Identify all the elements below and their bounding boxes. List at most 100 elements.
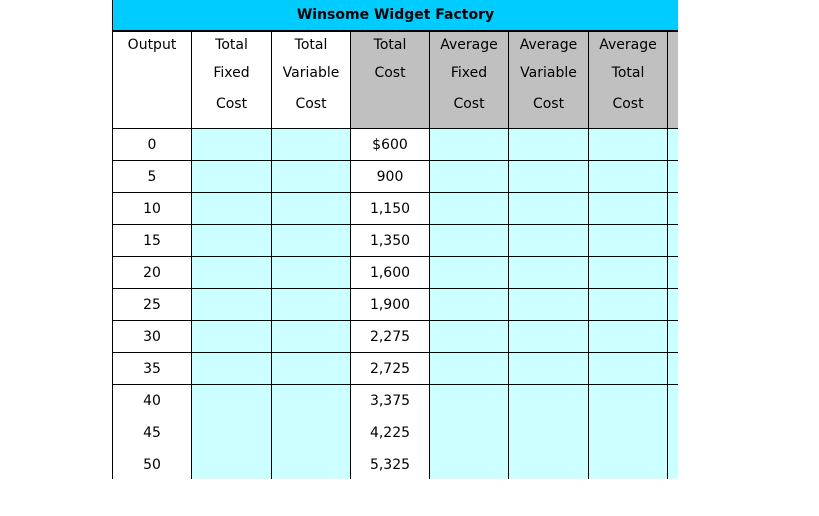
total-variable-cost-cell[interactable] [271,192,351,225]
average-variable-cost-cell[interactable] [508,416,589,449]
average-total-cost-cell[interactable] [588,160,668,193]
average-variable-cost-cell[interactable] [508,448,589,479]
total-cost-cell[interactable]: 3,375 [350,384,430,417]
total-variable-cost-cell[interactable] [271,320,351,353]
average-fixed-cost-cell[interactable] [429,320,509,353]
total-variable-cost-cell[interactable] [271,384,351,417]
total-cost-cell[interactable]: 4,225 [350,416,430,449]
average-fixed-cost-cell[interactable] [429,192,509,225]
partial-column-cell[interactable] [667,320,678,353]
total-cost-cell[interactable]: 2,725 [350,352,430,385]
total-fixed-cost-cell[interactable] [191,256,272,289]
average-variable-cost-cell[interactable] [508,352,589,385]
total-cost-cell[interactable]: $600 [350,128,430,161]
cost-table: Output Total Fixed Cost Total Variable C… [112,31,678,479]
total-fixed-cost-cell[interactable] [191,224,272,257]
header-average-variable-cost: Average Variable Cost [508,31,589,129]
average-variable-cost-cell[interactable] [508,128,589,161]
average-fixed-cost-cell[interactable] [429,384,509,417]
table-row: 10 1,150 [112,192,678,225]
sheet-title: Winsome Widget Factory [112,0,678,31]
partial-column-cell[interactable] [667,192,678,225]
total-fixed-cost-cell[interactable] [191,320,272,353]
output-cell[interactable]: 15 [112,224,192,257]
partial-column-cell[interactable] [667,160,678,193]
average-fixed-cost-cell[interactable] [429,448,509,479]
partial-column-cell[interactable] [667,416,678,449]
total-variable-cost-cell[interactable] [271,352,351,385]
output-cell[interactable]: 10 [112,192,192,225]
average-variable-cost-cell[interactable] [508,160,589,193]
output-cell[interactable]: 20 [112,256,192,289]
average-variable-cost-cell[interactable] [508,256,589,289]
total-fixed-cost-cell[interactable] [191,128,272,161]
average-total-cost-cell[interactable] [588,256,668,289]
partial-column-cell[interactable] [667,256,678,289]
partial-column-cell[interactable] [667,384,678,417]
average-variable-cost-cell[interactable] [508,288,589,321]
average-fixed-cost-cell[interactable] [429,224,509,257]
output-cell[interactable]: 35 [112,352,192,385]
output-cell[interactable]: 25 [112,288,192,321]
total-cost-cell[interactable]: 1,150 [350,192,430,225]
partial-column-cell[interactable] [667,128,678,161]
average-variable-cost-cell[interactable] [508,224,589,257]
table-row: 5 900 [112,160,678,193]
total-fixed-cost-cell[interactable] [191,416,272,449]
average-total-cost-cell[interactable] [588,384,668,417]
average-total-cost-cell[interactable] [588,288,668,321]
total-variable-cost-cell[interactable] [271,288,351,321]
average-total-cost-cell[interactable] [588,448,668,479]
average-fixed-cost-cell[interactable] [429,256,509,289]
total-cost-cell[interactable]: 5,325 [350,448,430,479]
average-fixed-cost-cell[interactable] [429,160,509,193]
total-fixed-cost-cell[interactable] [191,384,272,417]
header-total-variable-cost: Total Variable Cost [271,31,351,129]
total-cost-cell[interactable]: 900 [350,160,430,193]
partial-column-cell[interactable] [667,448,678,479]
total-cost-cell[interactable]: 2,275 [350,320,430,353]
average-total-cost-cell[interactable] [588,128,668,161]
average-total-cost-cell[interactable] [588,416,668,449]
header-output: Output [112,31,192,129]
table-row: 15 1,350 [112,224,678,257]
average-variable-cost-cell[interactable] [508,192,589,225]
output-cell[interactable]: 5 [112,160,192,193]
total-variable-cost-cell[interactable] [271,448,351,479]
partial-column-cell[interactable] [667,288,678,321]
total-variable-cost-cell[interactable] [271,128,351,161]
header-average-fixed-cost: Average Fixed Cost [429,31,509,129]
average-total-cost-cell[interactable] [588,320,668,353]
total-variable-cost-cell[interactable] [271,160,351,193]
average-fixed-cost-cell[interactable] [429,352,509,385]
total-cost-cell[interactable]: 1,600 [350,256,430,289]
average-variable-cost-cell[interactable] [508,320,589,353]
average-total-cost-cell[interactable] [588,352,668,385]
total-fixed-cost-cell[interactable] [191,288,272,321]
table-row: 45 4,225 [112,416,678,449]
output-cell[interactable]: 0 [112,128,192,161]
total-cost-cell[interactable]: 1,900 [350,288,430,321]
table-row: 20 1,600 [112,256,678,289]
total-fixed-cost-cell[interactable] [191,160,272,193]
partial-column-cell[interactable] [667,224,678,257]
total-cost-cell[interactable]: 1,350 [350,224,430,257]
output-cell[interactable]: 40 [112,384,192,417]
output-cell[interactable]: 50 [112,448,192,479]
total-variable-cost-cell[interactable] [271,416,351,449]
total-fixed-cost-cell[interactable] [191,448,272,479]
average-fixed-cost-cell[interactable] [429,416,509,449]
total-fixed-cost-cell[interactable] [191,192,272,225]
total-variable-cost-cell[interactable] [271,224,351,257]
average-variable-cost-cell[interactable] [508,384,589,417]
header-partial-column [667,31,678,129]
average-fixed-cost-cell[interactable] [429,128,509,161]
output-cell[interactable]: 45 [112,416,192,449]
average-fixed-cost-cell[interactable] [429,288,509,321]
average-total-cost-cell[interactable] [588,224,668,257]
average-total-cost-cell[interactable] [588,192,668,225]
total-fixed-cost-cell[interactable] [191,352,272,385]
output-cell[interactable]: 30 [112,320,192,353]
total-variable-cost-cell[interactable] [271,256,351,289]
partial-column-cell[interactable] [667,352,678,385]
